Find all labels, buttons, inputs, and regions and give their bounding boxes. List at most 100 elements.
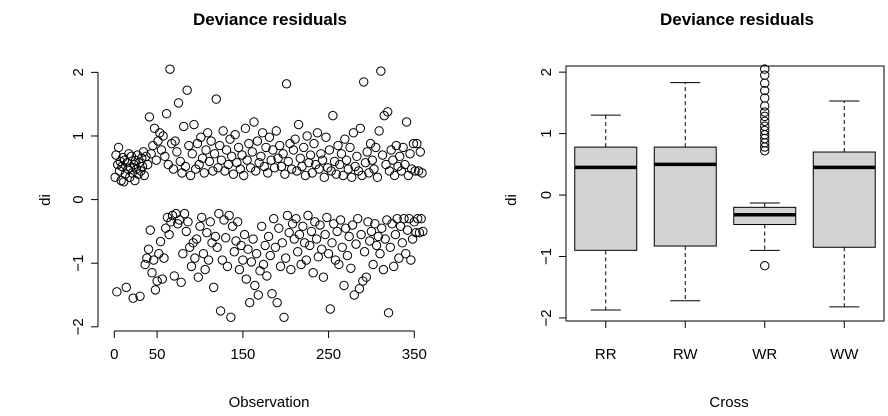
scatter-point [139, 170, 149, 181]
boxplot-category-label: WW [830, 346, 859, 363]
scatter-point [167, 138, 177, 149]
box-outlier [760, 260, 770, 271]
scatter-point [149, 123, 160, 134]
scatter-point [155, 128, 165, 138]
scatter-point [385, 242, 395, 253]
scatter-point [263, 231, 274, 242]
scatter-point [293, 247, 303, 257]
scatter-point [299, 238, 310, 248]
scatter-point [116, 175, 126, 186]
scatter-point [131, 155, 141, 165]
scatter-point [252, 136, 263, 146]
scatter-point [311, 234, 322, 244]
box-outlier [760, 111, 770, 122]
scatter-point [319, 172, 329, 183]
scatter-point [417, 168, 427, 178]
scatter-point [312, 128, 323, 138]
scatter-point [264, 132, 275, 142]
scatter-point [283, 156, 293, 167]
scatter-point [218, 126, 228, 136]
scatter-point [347, 220, 358, 230]
scatter-point [239, 229, 250, 240]
scatter-point [173, 98, 184, 108]
scatter-point [237, 150, 247, 160]
scatter-point [122, 157, 132, 168]
scatter-point [187, 149, 197, 159]
scatter-x-tick-label: 150 [230, 346, 255, 363]
scatter-point [241, 274, 251, 284]
scatter-point [183, 217, 193, 227]
scatter-plot-frame [98, 66, 438, 330]
scatter-point [216, 155, 227, 165]
scatter-point [124, 149, 134, 159]
scatter-point [193, 272, 203, 282]
scatter-point [313, 252, 323, 262]
scatter-point [272, 297, 282, 308]
scatter-point [151, 155, 161, 165]
scatter-point [205, 217, 215, 227]
scatter-point [199, 168, 209, 178]
boxplot-panel: Deviance residuals Cross di −2 −1 0 1 2 RR RW… [503, 10, 885, 411]
scatter-x-axis: 0 50 150 250 350 [110, 330, 427, 363]
scatter-point [281, 79, 292, 89]
scatter-point [221, 233, 231, 243]
scatter-point [320, 229, 330, 240]
boxplot-y-tick-label: 2 [538, 68, 555, 76]
scatter-points [110, 64, 428, 322]
scatter-point [244, 138, 254, 149]
scatter-point [418, 226, 428, 237]
scatter-point [300, 170, 311, 181]
scatter-point [277, 238, 287, 248]
scatter-point [198, 248, 209, 259]
scatter-point [331, 169, 341, 179]
scatter-point [326, 166, 336, 176]
scatter-point [390, 229, 401, 240]
scatter-point [211, 94, 221, 104]
scatter-point [266, 155, 276, 165]
scatter-point [359, 77, 369, 87]
scatter-point [375, 248, 385, 259]
scatter-point [373, 231, 383, 242]
scatter-point [253, 290, 263, 300]
scatter-point [217, 255, 227, 265]
scatter-point [156, 145, 167, 155]
scatter-point [367, 155, 377, 165]
scatter-point [175, 156, 185, 167]
scatter-point [166, 217, 176, 227]
scatter-point [232, 157, 242, 168]
boxplot-y-tick-label: 0 [538, 191, 555, 199]
scatter-y-tick-label: −2 [70, 318, 87, 335]
scatter-point [352, 151, 362, 162]
scatter-point [208, 166, 218, 176]
scatter-point [182, 85, 192, 95]
scatter-point [287, 164, 297, 174]
scatter-point [112, 287, 122, 297]
boxplot-x-axis: RR RW WR WW [595, 321, 859, 363]
scatter-point [321, 132, 331, 142]
scatter-point [214, 208, 224, 219]
scatter-point [219, 215, 229, 225]
scatter-point [316, 149, 326, 159]
scatter-point [304, 157, 314, 168]
scatter-point [113, 142, 124, 153]
scatter-point [299, 142, 309, 153]
boxplot-frame [565, 65, 885, 322]
scatter-point [293, 119, 304, 130]
scatter-point [370, 219, 380, 229]
scatter-point [168, 164, 179, 174]
scatter-point [376, 66, 386, 76]
scatter-point [125, 163, 136, 173]
scatter-point [179, 121, 189, 132]
scatter-x-tick-label: 350 [402, 346, 427, 363]
scatter-point [291, 213, 301, 224]
scatter-point [234, 264, 245, 275]
scatter-point [230, 130, 240, 140]
scatter-point [384, 166, 395, 176]
scatter-point [383, 107, 393, 117]
scatter-point [135, 291, 145, 301]
scatter-point [239, 170, 249, 181]
scatter-point [229, 247, 239, 257]
scatter-point [267, 289, 277, 299]
scatter-point [345, 142, 355, 153]
scatter-point [288, 145, 299, 155]
